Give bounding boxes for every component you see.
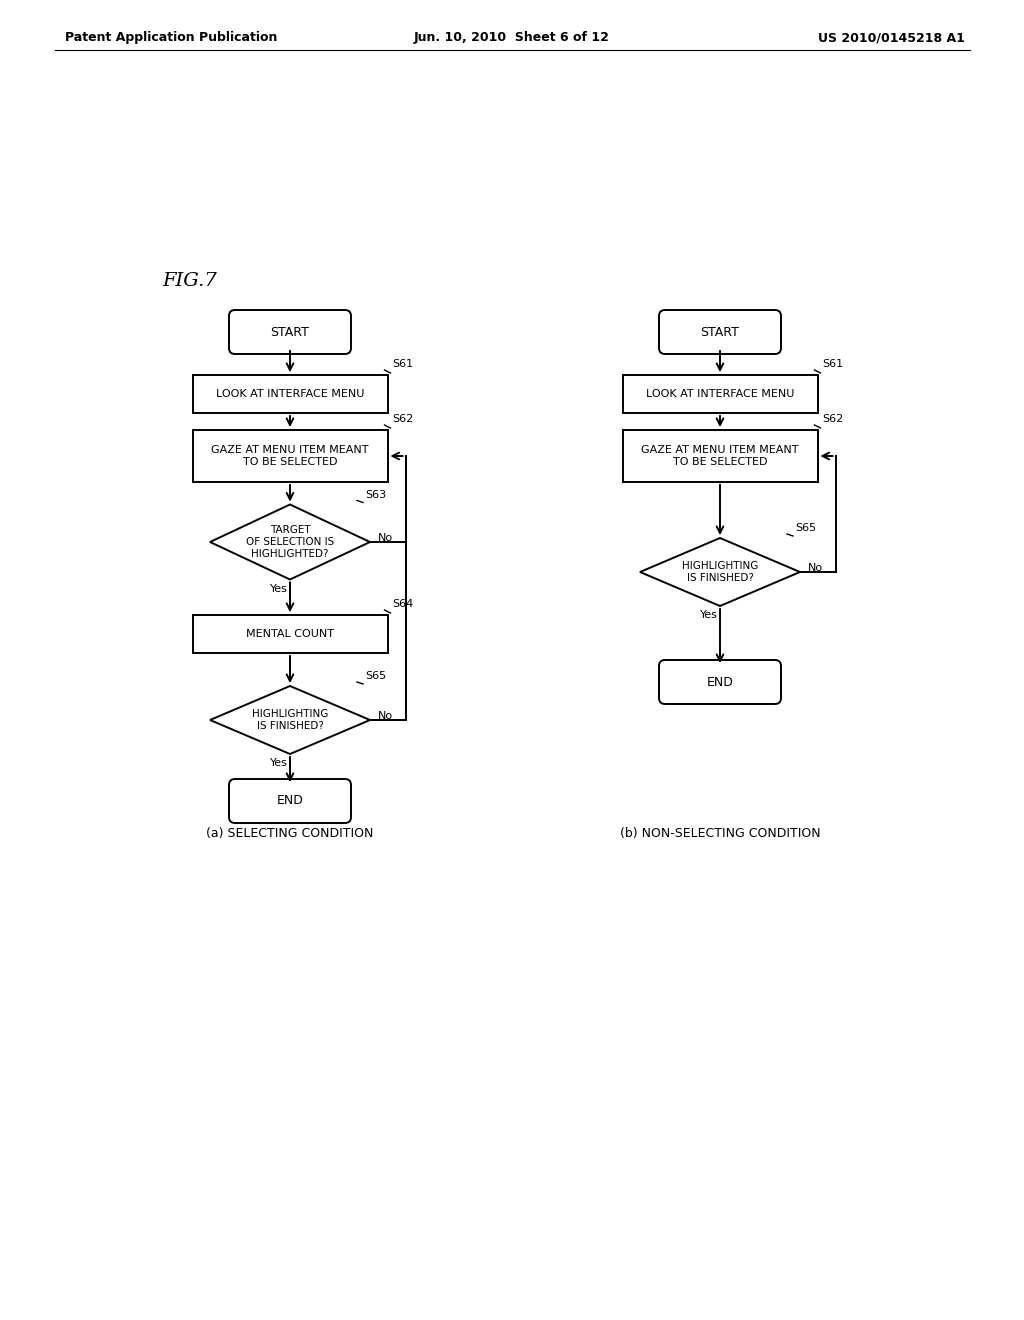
Bar: [623, 375, 817, 413]
Bar: [193, 430, 387, 482]
Text: S62: S62: [392, 414, 414, 424]
Text: TARGET
OF SELECTION IS
HIGHLIGHTED?: TARGET OF SELECTION IS HIGHLIGHTED?: [246, 524, 334, 560]
Polygon shape: [210, 504, 370, 579]
FancyBboxPatch shape: [659, 310, 781, 354]
Text: S61: S61: [392, 359, 414, 370]
Text: START: START: [270, 326, 309, 338]
Text: FIG.7: FIG.7: [162, 272, 217, 290]
Text: Patent Application Publication: Patent Application Publication: [65, 32, 278, 45]
Text: US 2010/0145218 A1: US 2010/0145218 A1: [818, 32, 965, 45]
Text: GAZE AT MENU ITEM MEANT
TO BE SELECTED: GAZE AT MENU ITEM MEANT TO BE SELECTED: [641, 445, 799, 467]
Text: S62: S62: [822, 414, 844, 424]
Text: No: No: [378, 711, 393, 721]
Text: (a) SELECTING CONDITION: (a) SELECTING CONDITION: [206, 828, 374, 841]
Text: Jun. 10, 2010  Sheet 6 of 12: Jun. 10, 2010 Sheet 6 of 12: [414, 32, 610, 45]
Text: Yes: Yes: [270, 583, 288, 594]
Text: LOOK AT INTERFACE MENU: LOOK AT INTERFACE MENU: [216, 389, 365, 399]
Text: Yes: Yes: [270, 758, 288, 768]
Text: MENTAL COUNT: MENTAL COUNT: [246, 630, 334, 639]
Bar: [193, 375, 387, 413]
Text: HIGHLIGHTING
IS FINISHED?: HIGHLIGHTING IS FINISHED?: [252, 709, 328, 731]
Polygon shape: [210, 686, 370, 754]
Text: LOOK AT INTERFACE MENU: LOOK AT INTERFACE MENU: [646, 389, 795, 399]
Text: No: No: [808, 564, 823, 573]
Text: S64: S64: [392, 599, 414, 609]
Polygon shape: [640, 539, 800, 606]
Text: S65: S65: [365, 671, 386, 681]
Text: S61: S61: [822, 359, 844, 370]
Text: No: No: [378, 533, 393, 543]
Bar: [623, 430, 817, 482]
Text: (b) NON-SELECTING CONDITION: (b) NON-SELECTING CONDITION: [620, 828, 820, 841]
Text: HIGHLIGHTING
IS FINISHED?: HIGHLIGHTING IS FINISHED?: [682, 561, 758, 583]
FancyBboxPatch shape: [659, 660, 781, 704]
FancyBboxPatch shape: [229, 779, 351, 822]
Bar: [193, 615, 387, 653]
Text: S65: S65: [795, 523, 816, 533]
Text: END: END: [276, 795, 303, 808]
Text: START: START: [700, 326, 739, 338]
Text: Yes: Yes: [700, 610, 718, 620]
Text: S63: S63: [365, 490, 386, 499]
Text: END: END: [707, 676, 733, 689]
FancyBboxPatch shape: [229, 310, 351, 354]
Text: GAZE AT MENU ITEM MEANT
TO BE SELECTED: GAZE AT MENU ITEM MEANT TO BE SELECTED: [211, 445, 369, 467]
